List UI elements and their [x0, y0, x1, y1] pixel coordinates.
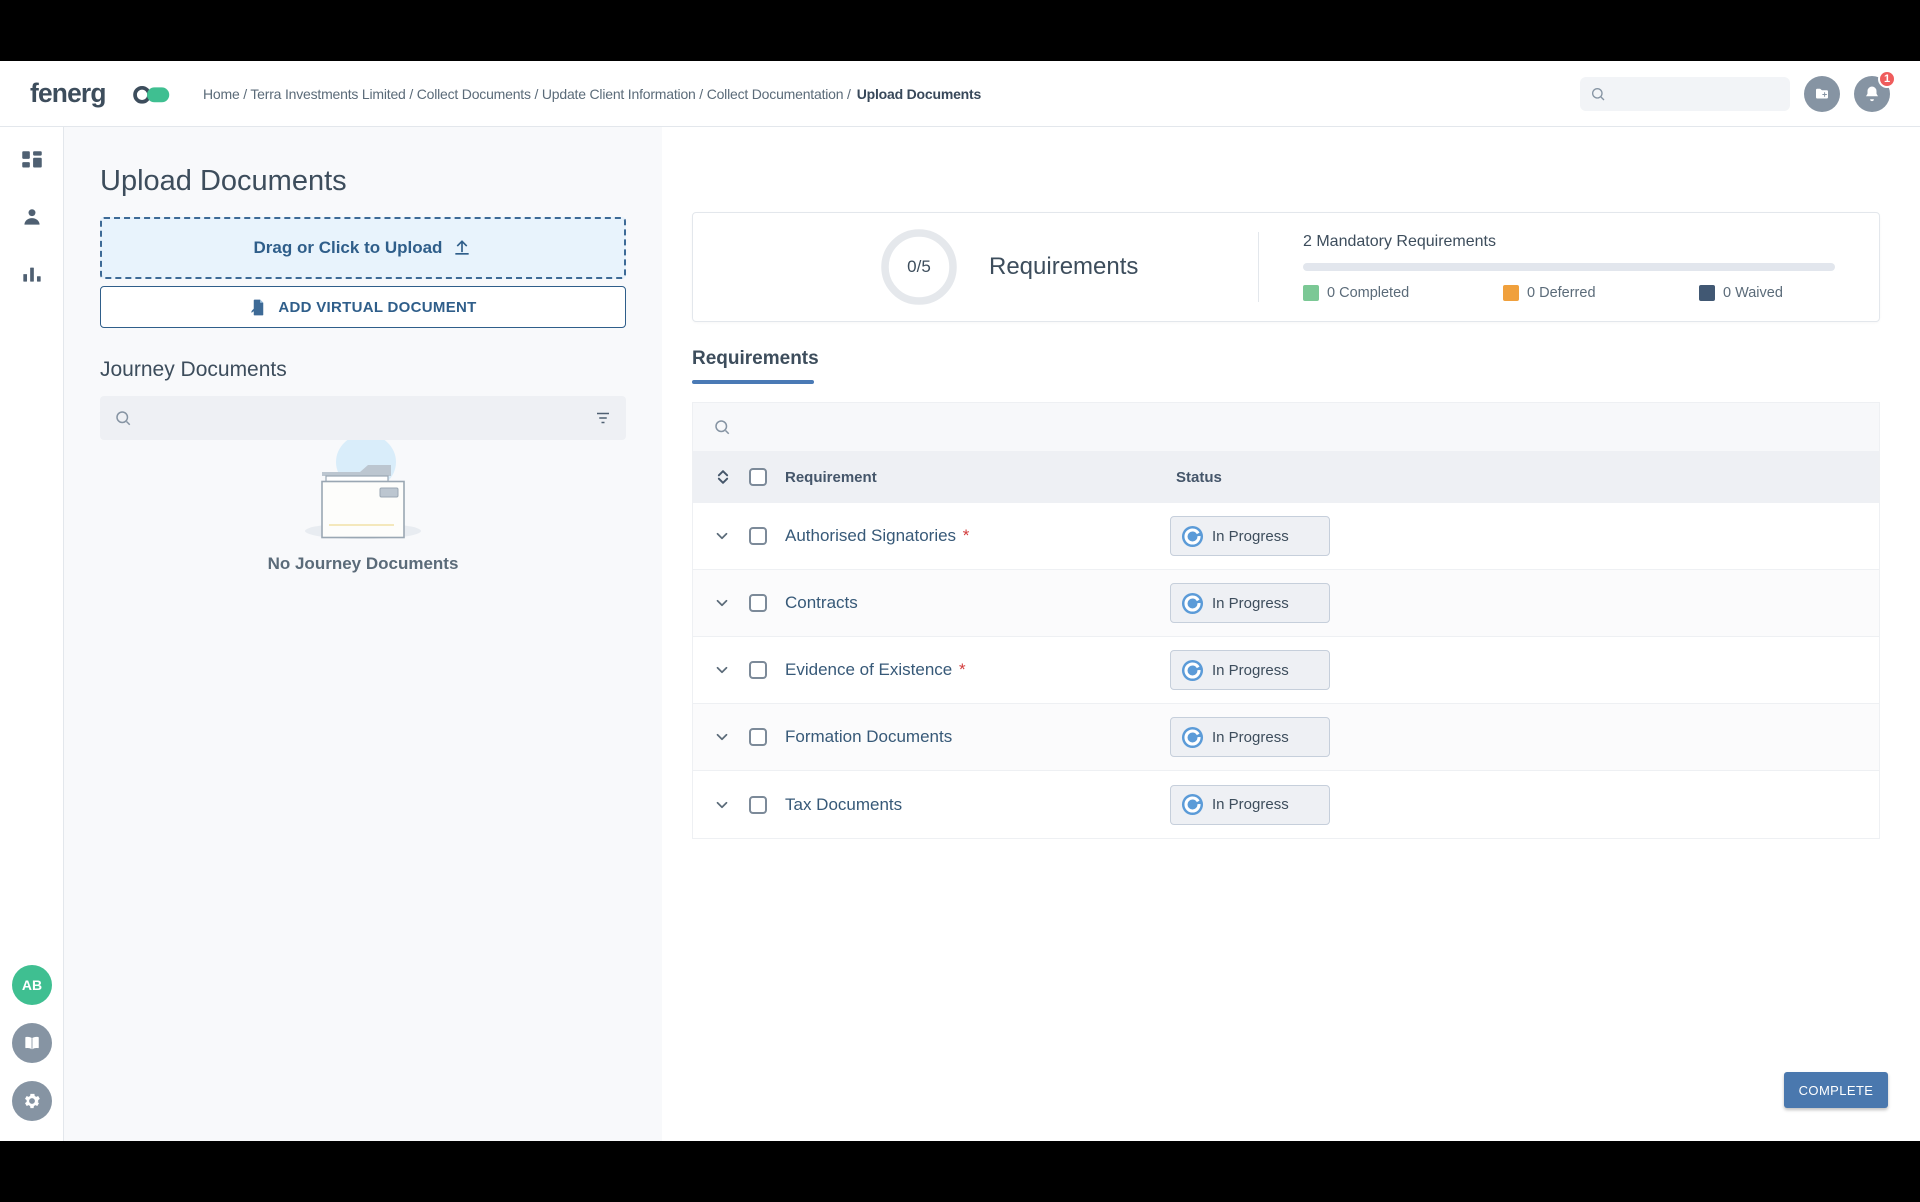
svg-text:fenerg: fenerg — [30, 78, 106, 108]
